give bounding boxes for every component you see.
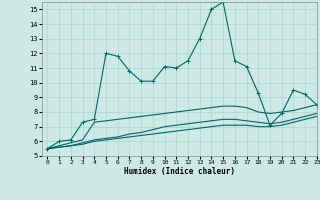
- X-axis label: Humidex (Indice chaleur): Humidex (Indice chaleur): [124, 167, 235, 176]
